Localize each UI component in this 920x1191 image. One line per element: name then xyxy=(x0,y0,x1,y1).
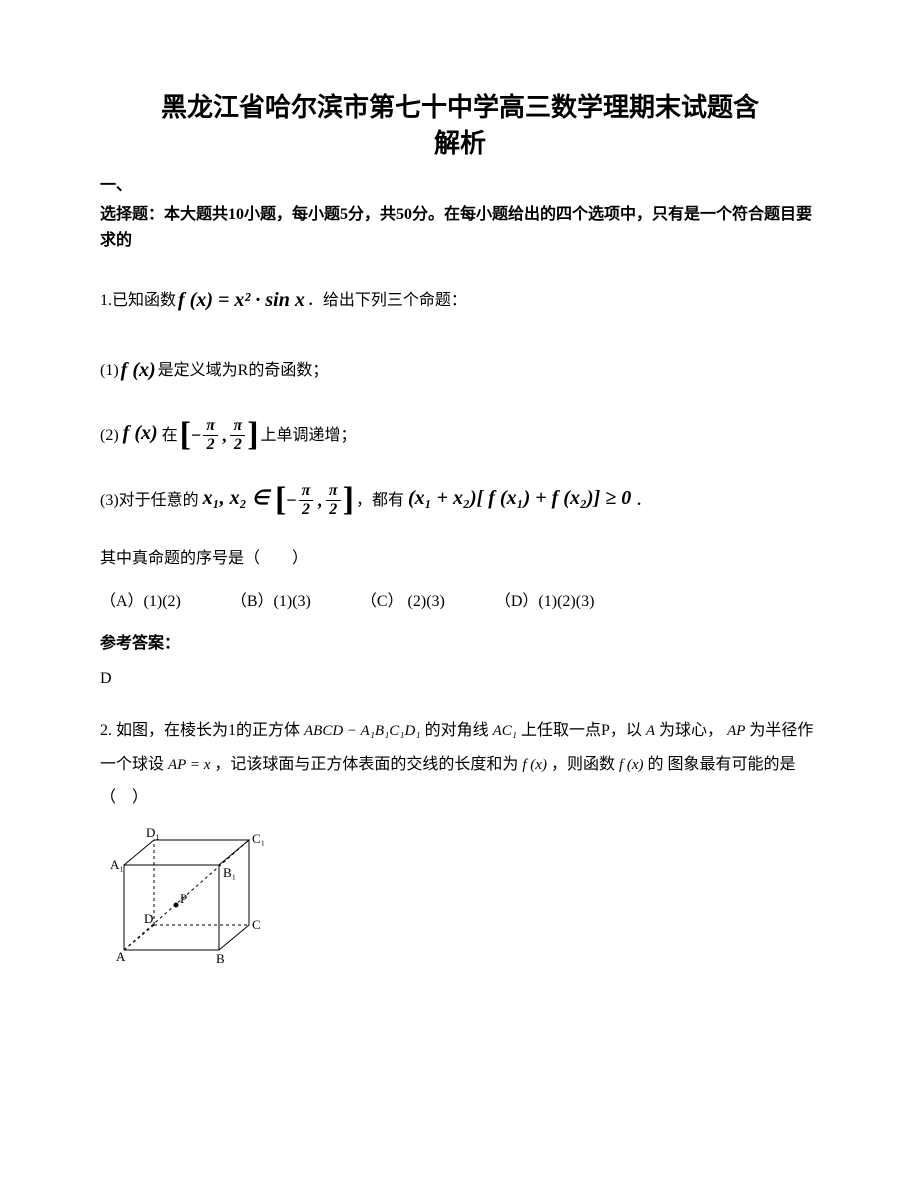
two-den-2: 2 xyxy=(230,436,245,453)
lbracket-icon: [ xyxy=(180,418,191,452)
frac-pi-2-a: π 2 xyxy=(203,418,218,453)
q1-p3-x12: x₁, x₂ ∈ xyxy=(199,482,273,514)
lbl-A: A xyxy=(116,949,126,964)
q2-t1: 如图，在棱长为1的正方体 xyxy=(116,722,300,739)
answer-label: 参考答案： xyxy=(100,631,820,657)
q1-stem: 1. 已知函数 f (x) = x² · sin x ．给出下列三个命题： xyxy=(100,278,820,314)
section-number: 一、 xyxy=(100,173,820,199)
q1-fx-def: f (x) = x² · sin x xyxy=(176,284,307,320)
lbl-A1: A₁ xyxy=(110,857,124,872)
rbracket-icon: ] xyxy=(247,418,258,452)
pi-num-4: π xyxy=(326,483,341,501)
two-den-4: 2 xyxy=(326,501,341,518)
page-root: 黑龙江省哈尔滨市第七十中学高三数学理期末试题含 解析 一、 选择题：本大题共10… xyxy=(0,0,920,1035)
q1-p2-mid: 在 xyxy=(162,423,178,449)
q2-number: 2. xyxy=(100,722,112,739)
q2-APx: AP = x xyxy=(168,757,210,773)
q1-p1-pre: (1) xyxy=(100,358,119,384)
cube-diagram: D₁ C₁ A₁ B₁ P D C A B xyxy=(104,825,820,974)
q1-number: 1. xyxy=(100,288,112,314)
neg-sign-2: − xyxy=(286,486,296,515)
title-line-2: 解析 xyxy=(100,126,820,162)
two-den: 2 xyxy=(203,436,218,453)
pi-num-2: π xyxy=(230,418,245,436)
doc-title: 黑龙江省哈尔滨市第七十中学高三数学理期末试题含 解析 xyxy=(100,90,820,163)
comma: , xyxy=(220,421,229,450)
q2-AP: AP xyxy=(727,723,745,739)
lbl-D1: D₁ xyxy=(146,825,160,840)
q2-diag: AC₁ xyxy=(493,723,517,739)
section-description: 选择题：本大题共10小题，每小题5分，共50分。在每小题给出的四个选项中，只有是… xyxy=(100,202,820,253)
q1-answer: D xyxy=(100,666,820,692)
q2-t4: 为球心， xyxy=(659,722,723,739)
q1-p3-interval: [ − π 2 , π 2 ] xyxy=(273,483,356,518)
lbl-C: C xyxy=(252,917,261,932)
two-den-3: 2 xyxy=(299,501,314,518)
q2-t3: 上任取一点P，以 xyxy=(521,722,642,739)
q2-fx1: f (x) xyxy=(522,757,547,773)
frac-pi-2-d: π 2 xyxy=(326,483,341,518)
lbl-B1: B₁ xyxy=(223,865,236,880)
q2-fx2: f (x) xyxy=(619,757,644,773)
lbl-D: D xyxy=(144,911,153,926)
q2-t7: ，则函数 xyxy=(551,756,615,773)
lbl-B: B xyxy=(216,951,225,965)
q1-pre: 已知函数 xyxy=(112,288,176,314)
rbracket-icon-2: ] xyxy=(343,483,354,517)
q1-opt-c: （C） (2)(3) xyxy=(361,589,445,615)
lbracket-icon-2: [ xyxy=(275,483,286,517)
q1-options: （A）(1)(2) （B）(1)(3) （C） (2)(3) （D）(1)(2)… xyxy=(100,589,820,615)
q2-t6: ，记该球面与正方体表面的交线的长度和为 xyxy=(214,756,518,773)
q1-prop-2: (2) f (x) 在 [ − π 2 , π 2 ] 上单调递增； xyxy=(100,414,820,449)
q1-opt-a: （A）(1)(2) xyxy=(100,589,181,615)
q1-p1-post: 是定义域为R的奇函数； xyxy=(158,358,329,384)
q1-post: ．给出下列三个命题： xyxy=(307,288,467,314)
cube-svg-icon: D₁ C₁ A₁ B₁ P D C A B xyxy=(104,825,274,965)
pi-num: π xyxy=(203,418,218,436)
pi-num-3: π xyxy=(299,483,314,501)
q1-p2-fx: f (x) xyxy=(119,417,162,449)
q1-p2-post: 上单调递增； xyxy=(261,423,357,449)
q2-t2: 的对角线 xyxy=(425,722,489,739)
q1-p1-fx: f (x) xyxy=(119,354,158,390)
frac-pi-2-c: π 2 xyxy=(299,483,314,518)
q1-p3-mid: ，都有 xyxy=(356,488,404,514)
q1-opt-b: （B）(1)(3) xyxy=(231,589,311,615)
q2-cube-label: ABCD − A₁B₁C₁D₁ xyxy=(304,723,421,739)
lbl-C1: C₁ xyxy=(252,831,265,846)
comma-2: , xyxy=(315,486,324,515)
q2-A: A xyxy=(646,723,655,739)
q1-p3-post: ． xyxy=(635,488,651,514)
q1-p2-pre: (2) xyxy=(100,423,119,449)
neg-sign: − xyxy=(191,421,201,450)
frac-pi-2-b: π 2 xyxy=(230,418,245,453)
q1-opt-d: （D）(1)(2)(3) xyxy=(495,589,595,615)
q1-p2-interval: [ − π 2 , π 2 ] xyxy=(178,418,261,453)
title-line-1: 黑龙江省哈尔滨市第七十中学高三数学理期末试题含 xyxy=(100,90,820,126)
q1-prop-3: (3)对于任意的 x₁, x₂ ∈ [ − π 2 , π 2 ] ，都有 (x… xyxy=(100,479,820,514)
q1-p3-pre: (3)对于任意的 xyxy=(100,488,199,514)
q2-stem: 2. 如图，在棱长为1的正方体 ABCD − A₁B₁C₁D₁ 的对角线 AC₁… xyxy=(100,714,820,815)
q1-ask: 其中真命题的序号是（ ） xyxy=(100,546,820,572)
question-1: 1. 已知函数 f (x) = x² · sin x ．给出下列三个命题： (1… xyxy=(100,278,820,692)
lbl-P: P xyxy=(180,891,187,906)
q1-prop-1: (1) f (x) 是定义域为R的奇函数； xyxy=(100,348,820,384)
q1-p3-expr: (x₁ + x₂)[ f (x₁) + f (x₂)] ≥ 0 xyxy=(404,482,635,514)
question-2: 2. 如图，在棱长为1的正方体 ABCD − A₁B₁C₁D₁ 的对角线 AC₁… xyxy=(100,714,820,973)
